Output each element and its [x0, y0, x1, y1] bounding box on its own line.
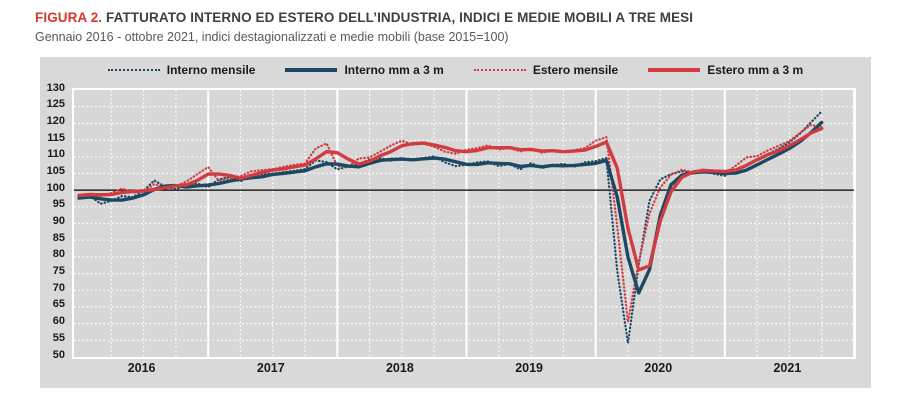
y-tick-label: 65 — [52, 298, 65, 311]
dotted-line-swatch-navy — [107, 69, 160, 71]
y-tick-label: 75 — [52, 265, 65, 278]
y-tick-label: 125 — [46, 98, 65, 111]
legend-item-interno-mensile: Interno mensile — [107, 63, 256, 77]
x-year-label: 2020 — [644, 361, 673, 375]
legend-label: Estero mm a 3 m — [707, 63, 804, 77]
y-tick-label: 110 — [47, 148, 65, 161]
chart-legend: Interno mensile Interno mm a 3 m Estero … — [40, 63, 871, 77]
y-tick-label: 105 — [46, 164, 65, 177]
y-tick-label: 130 — [46, 81, 65, 94]
legend-item-estero-mensile: Estero mensile — [473, 63, 619, 77]
legend-label: Interno mensile — [166, 63, 256, 77]
legend-item-estero-mm: Estero mm a 3 m — [648, 63, 803, 77]
chart-panel: Interno mensile Interno mm a 3 m Estero … — [40, 57, 871, 388]
y-tick-label: 90 — [52, 215, 65, 227]
figure-label: FIGURA 2. — [35, 10, 103, 25]
x-year-label: 2019 — [515, 361, 543, 375]
dotted-line-swatch-red — [473, 69, 526, 71]
plot-svg — [74, 90, 854, 357]
y-tick-label: 80 — [52, 248, 65, 261]
solid-line-swatch-red — [648, 68, 701, 72]
y-tick-label: 60 — [52, 315, 65, 328]
figure-title: FIGURA 2. FATTURATO INTERNO ED ESTERO DE… — [35, 9, 895, 27]
y-tick-label: 55 — [52, 331, 65, 344]
y-tick-label: 70 — [52, 281, 65, 294]
figure-header: FIGURA 2. FATTURATO INTERNO ED ESTERO DE… — [35, 9, 895, 45]
x-year-label: 2016 — [127, 361, 156, 375]
y-tick-label: 95 — [52, 198, 65, 211]
y-tick-label: 115 — [47, 131, 65, 144]
y-tick-label: 85 — [52, 231, 65, 244]
figure-title-text: FATTURATO INTERNO ED ESTERO DELL’INDUSTR… — [106, 10, 694, 25]
series-line-3 — [77, 126, 824, 272]
series-line-0 — [77, 110, 823, 345]
x-year-label: 2021 — [773, 361, 802, 375]
x-year-label: 2017 — [256, 361, 285, 375]
y-tick-label: 100 — [46, 181, 65, 194]
legend-item-interno-mm: Interno mm a 3 m — [285, 63, 444, 77]
x-year-label: 2018 — [385, 361, 414, 375]
y-axis-labels: 130 125 120 115 110 105 100 95 90 85 80 75 70 65 60 55 5… — [40, 82, 67, 361]
y-tick-label: 50 — [52, 348, 65, 361]
series-line-2 — [77, 123, 823, 324]
figure-subtitle: Gennaio 2016 - ottobre 2021, indici dest… — [35, 30, 509, 44]
x-axis-labels: 2016 2017 2018 2019 2020 2021 — [72, 361, 856, 379]
plot-area — [72, 88, 856, 359]
legend-label: Estero mensile — [532, 63, 619, 77]
y-tick-label: 120 — [46, 114, 65, 127]
solid-line-swatch-navy — [285, 68, 338, 72]
legend-label: Interno mm a 3 m — [344, 63, 444, 77]
